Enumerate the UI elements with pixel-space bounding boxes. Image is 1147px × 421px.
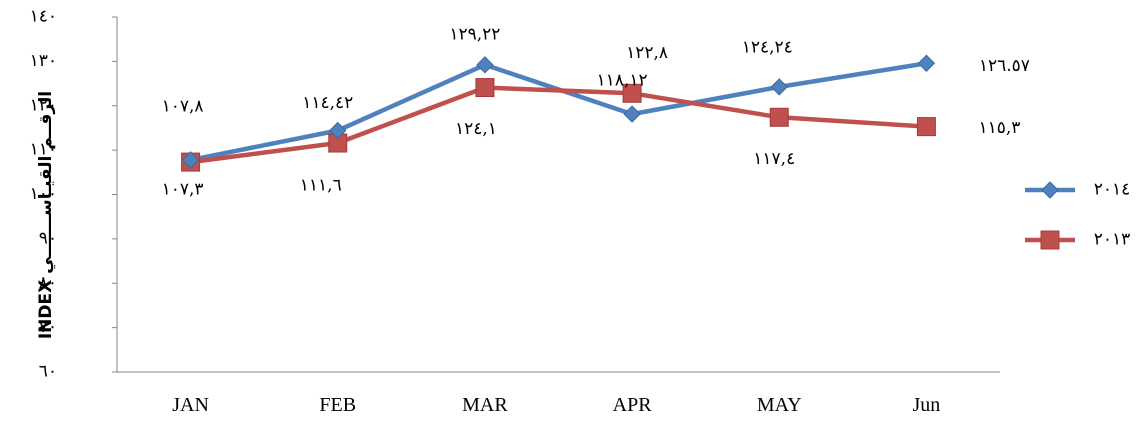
square-marker: [916, 117, 936, 137]
data-label: ١١٨,١٢: [597, 71, 648, 91]
diamond-marker: [476, 56, 494, 74]
diamond-marker: [770, 78, 788, 96]
y-tick-label: ١١٠: [30, 140, 57, 160]
series-lines: [190, 61, 927, 165]
legend-diamond-marker: [1041, 181, 1059, 199]
diamond-marker: [623, 105, 641, 123]
data-label: ١٢٦.٥٧: [979, 56, 1030, 76]
legend: ٢٠١٤ ٢٠١٣: [1025, 180, 1130, 250]
data-label: ١٢٢,٨: [626, 43, 668, 63]
data-label: ١١٧,٤: [753, 149, 795, 169]
data-label: ١٢٤,١: [455, 119, 497, 139]
data-label: ١١٤,٤٢: [302, 93, 353, 113]
legend-label: ٢٠١٤: [1094, 180, 1131, 200]
y-tick-label: ٦٠: [39, 362, 57, 382]
series-line-1: [190, 85, 927, 165]
diamond-marker: [181, 151, 200, 169]
y-tick-label: ١٢٠: [30, 95, 57, 115]
series-line-0: [190, 61, 927, 163]
x-tick-label: APR: [613, 394, 653, 416]
x-tick-label: Jun: [913, 394, 941, 416]
y-tick-label: ٧٠: [39, 317, 57, 337]
data-label: ١٢٤,٢٤: [742, 37, 793, 57]
y-axis-label: INDEX الرقــم القيـاســـــــي: [36, 91, 56, 339]
diamond-marker: [917, 54, 936, 72]
data-label: ١٢٩,٢٢: [449, 24, 500, 44]
data-label: ١١١,٦: [300, 176, 342, 196]
y-axis-ticks: ٦٠ ٧٠ ٨٠ ٩٠ ١٠٠ ١١٠ ١٢٠ ١٣٠ ١٤٠: [30, 7, 117, 382]
x-tick-label: FEB: [319, 394, 356, 416]
legend-label: ٢٠١٣: [1094, 230, 1131, 250]
diamond-marker: [329, 121, 347, 140]
y-tick-label: ٩٠: [39, 228, 57, 248]
x-axis-ticks: JAN FEB MAR APR MAY Jun: [172, 394, 940, 416]
square-marker: [622, 83, 642, 103]
x-tick-label: MAY: [757, 394, 802, 416]
x-tick-label: MAR: [462, 394, 508, 416]
square-marker: [769, 107, 789, 127]
data-label: ١١٥,٣: [978, 118, 1020, 138]
axes: [116, 17, 1000, 373]
series-markers: [181, 54, 936, 172]
y-tick-label: ١٠٠: [30, 184, 57, 204]
data-labels: ١٠٧,٨ ١١٤,٤٢ ١٢٩,٢٢ ١١٨,١٢ ١٢٤,٢٤ ١٢٦.٥٧ ١٠٧,٣…: [162, 24, 1030, 199]
legend-square-marker: [1040, 230, 1060, 250]
data-label: ١٠٧,٣: [162, 180, 204, 200]
y-tick-label: ٨٠: [39, 273, 57, 293]
data-label: ١٠٧,٨: [162, 96, 204, 116]
x-tick-label: JAN: [172, 394, 209, 416]
square-marker: [475, 78, 495, 98]
y-tick-label: ١٣٠: [30, 51, 57, 71]
y-tick-label: ١٤٠: [30, 7, 57, 27]
